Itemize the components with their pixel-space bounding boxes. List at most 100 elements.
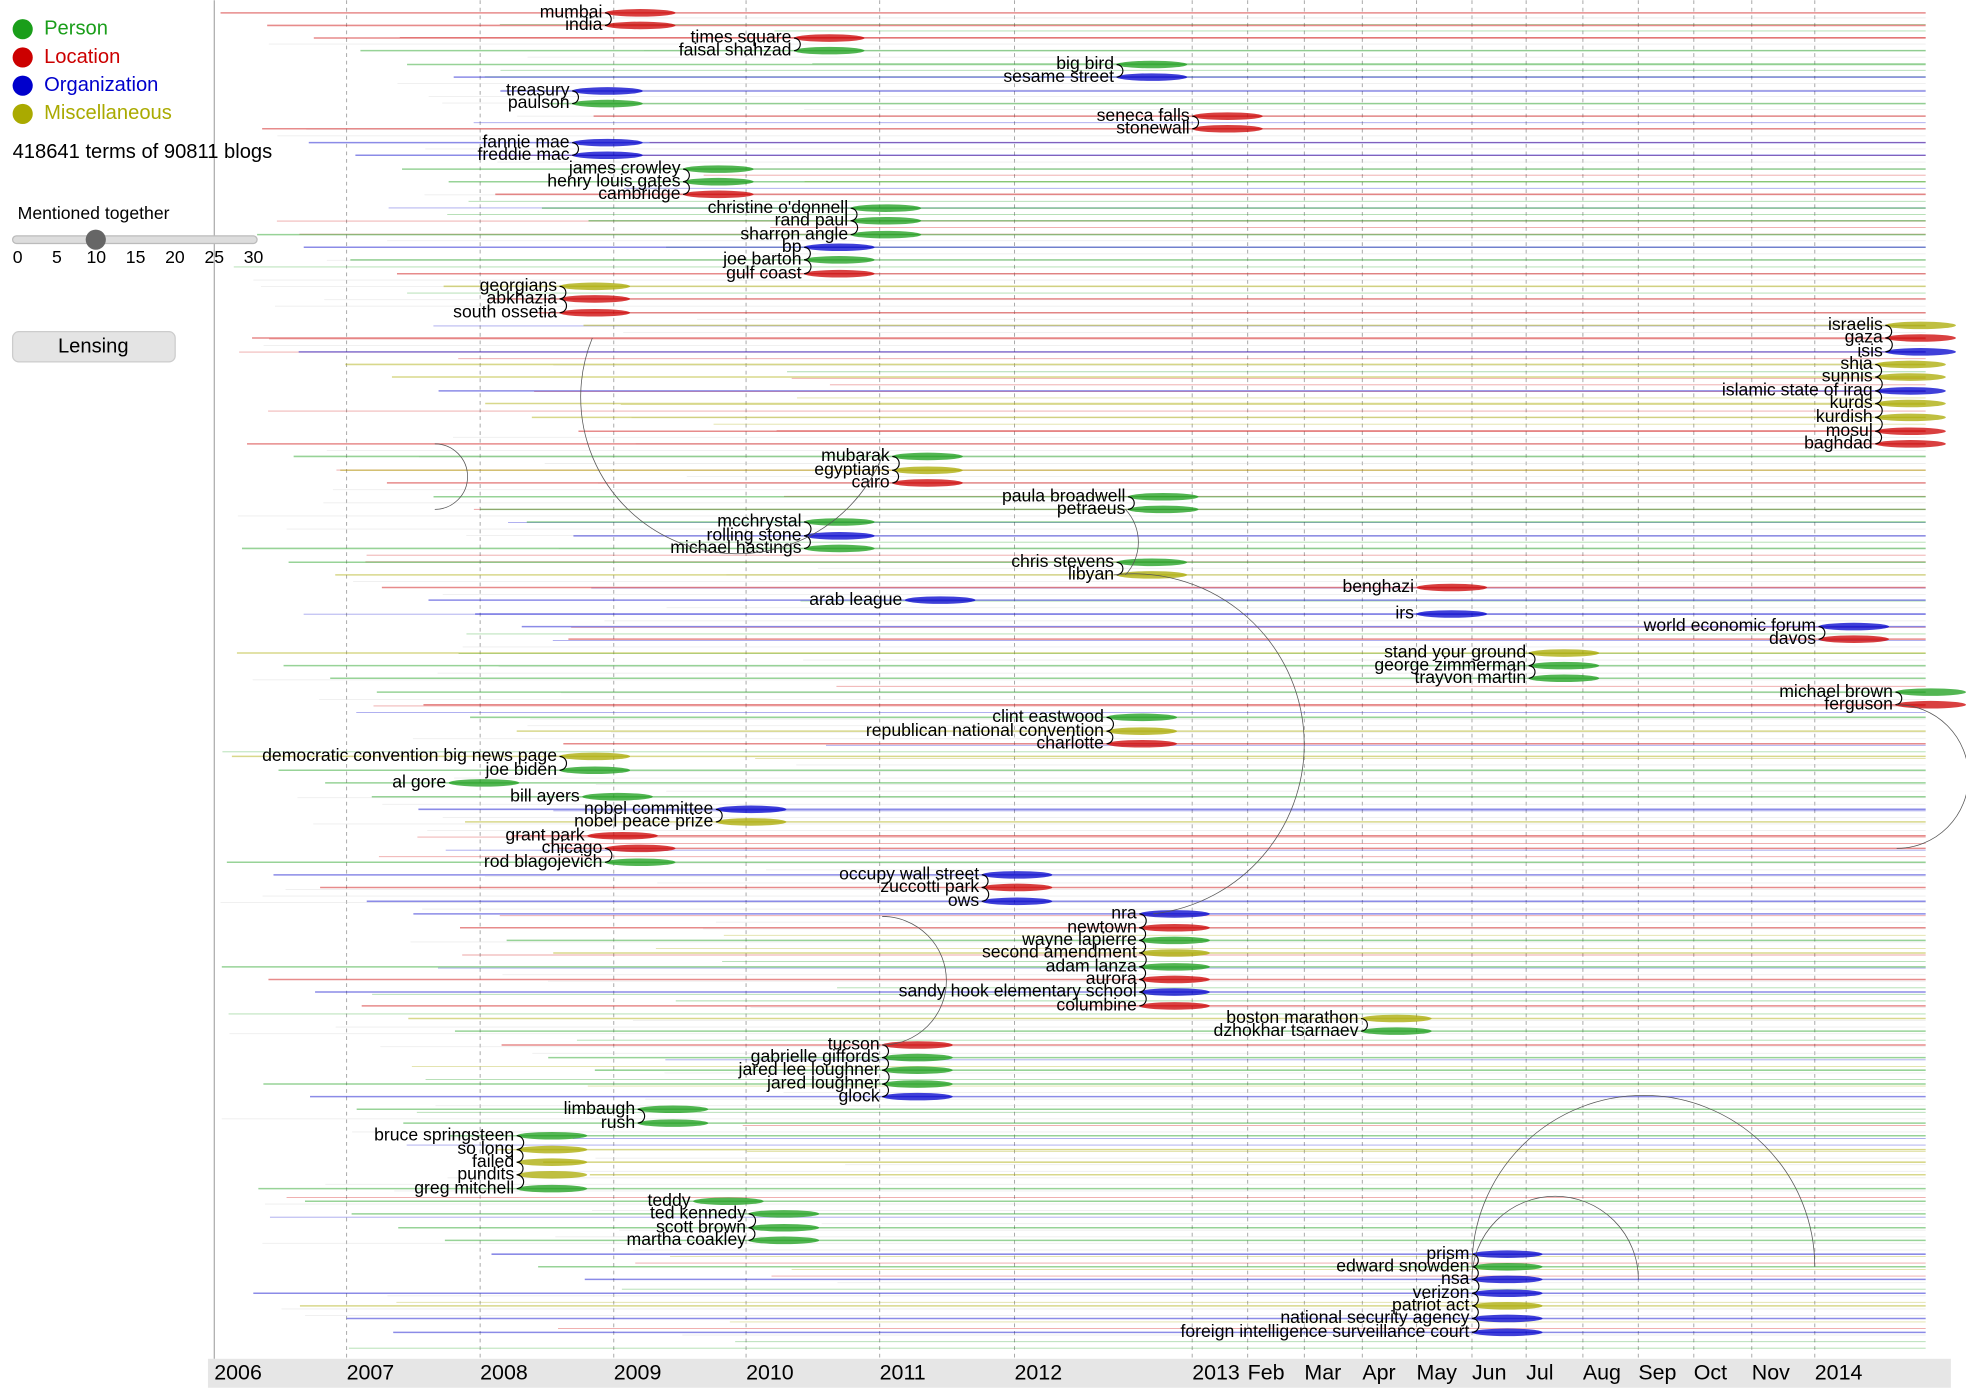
term-label[interactable]: teddy [647,1190,690,1210]
term-label[interactable]: sharron angle [740,223,848,243]
term-label[interactable]: times square [691,27,792,47]
term-label[interactable]: michael brown [1779,681,1893,701]
term-label[interactable]: benghazi [1342,576,1414,596]
term-label[interactable]: chris stevens [1011,551,1114,571]
slider-knob[interactable] [85,229,106,250]
term-label[interactable]: georgians [480,275,558,295]
term-label[interactable]: grant park [505,824,585,844]
term-label[interactable]: gaza [1845,327,1883,347]
slider-track[interactable] [11,235,258,245]
term-label[interactable]: newtown [1067,916,1137,936]
term-label[interactable]: jared lee loughner [738,1059,880,1079]
term-label[interactable]: republican national convention [866,720,1104,740]
term-label[interactable]: faisal shahzad [679,39,792,59]
term-label[interactable]: greg mitchell [414,1177,514,1197]
term-label[interactable]: failed [472,1151,514,1171]
term-label[interactable]: chicago [542,837,603,857]
term-label[interactable]: freddie mac [478,144,570,164]
term-label[interactable]: stand your ground [1384,642,1526,662]
term-label[interactable]: nobel committee [584,798,714,818]
term-label[interactable]: joe biden [484,759,557,779]
term-label[interactable]: rod blagojevich [484,851,603,871]
term-label[interactable]: sunnis [1822,366,1873,386]
term-label[interactable]: joe barton [722,248,801,268]
term-label[interactable]: james crowley [568,158,681,178]
term-label[interactable]: baghdad [1804,432,1873,452]
term-label[interactable]: stonewall [1116,117,1189,137]
term-label[interactable]: shia [1840,353,1873,373]
term-label[interactable]: clint eastwood [992,706,1104,726]
term-label[interactable]: israelis [1828,314,1883,334]
term-label[interactable]: ferguson [1824,693,1893,713]
term-label[interactable]: tucson [828,1034,880,1054]
term-label[interactable]: rand paul [775,209,849,229]
term-label[interactable]: ted kennedy [650,1203,746,1223]
term-label[interactable]: gabrielle giffords [751,1046,880,1066]
term-label[interactable]: national security agency [1280,1307,1469,1327]
term-label[interactable]: bp [782,236,802,256]
term-label[interactable]: libyan [1068,564,1114,584]
term-label[interactable]: glock [839,1085,880,1105]
term-label[interactable]: india [565,14,602,34]
term-label[interactable]: seneca falls [1097,105,1190,125]
term-label[interactable]: trayvon martin [1414,667,1526,687]
term-label[interactable]: bruce springsteen [374,1124,514,1144]
term-label[interactable]: limbaugh [564,1098,636,1118]
term-label[interactable]: wayne lapierre [1021,929,1137,949]
term-label[interactable]: occupy wall street [839,864,979,884]
term-label[interactable]: nobel peace prize [574,811,713,831]
term-label[interactable]: treasury [506,80,570,100]
term-label[interactable]: christine o'donnell [708,197,849,217]
term-label[interactable]: irs [1395,603,1414,623]
term-label[interactable]: michael hastings [670,537,801,557]
lensing-button[interactable] [11,331,176,363]
term-label[interactable]: boston marathon [1226,1007,1358,1027]
term-label[interactable]: kurds [1830,392,1873,412]
term-label[interactable]: pundits [457,1163,514,1183]
term-label[interactable]: foreign intelligence surveillance court [1180,1321,1469,1341]
term-label[interactable]: rush [601,1112,635,1132]
term-label[interactable]: fannie mae [482,131,569,151]
term-label[interactable]: patriot act [1392,1295,1469,1315]
term-label[interactable]: jared loughner [766,1073,880,1093]
term-label[interactable]: verizon [1413,1282,1470,1302]
term-label[interactable]: adam lanza [1046,956,1137,976]
term-label[interactable]: zuccotti park [880,876,979,896]
term-label[interactable]: edward snowden [1336,1255,1469,1275]
term-label[interactable]: abkhazia [486,288,557,308]
term-label[interactable]: martha coakley [627,1229,747,1249]
term-label[interactable]: columbine [1056,995,1137,1015]
term-label[interactable]: al gore [392,772,446,792]
term-label[interactable]: so long [457,1138,514,1158]
term-label[interactable]: prism [1426,1243,1469,1263]
term-label[interactable]: mosul [1826,420,1873,440]
term-label[interactable]: south ossetia [453,301,557,321]
button-label[interactable]: Lensing [58,336,129,358]
term-label[interactable]: nsa [1441,1268,1470,1288]
term-label[interactable]: mumbai [540,1,603,21]
term-label[interactable]: sandy hook elementary school [899,981,1137,1001]
term-label[interactable]: bill ayers [510,785,580,805]
term-label[interactable]: arab league [809,589,902,609]
term-label[interactable]: democratic convention big news page [262,745,557,765]
term-label[interactable]: isis [1857,340,1883,360]
term-label[interactable]: paulson [508,92,570,112]
term-label[interactable]: scott brown [656,1216,746,1236]
term-label[interactable]: kurdish [1816,406,1873,426]
term-label[interactable]: cambridge [598,183,680,203]
term-label[interactable]: dzhokhar tsarnaev [1214,1020,1359,1040]
term-label[interactable]: petraeus [1057,498,1126,518]
term-label[interactable]: paula broadwell [1002,485,1125,505]
term-label[interactable]: egyptians [814,459,890,479]
term-label[interactable]: sesame street [1003,66,1114,86]
term-label[interactable]: aurora [1086,968,1137,988]
term-label[interactable]: ows [948,890,980,910]
term-label[interactable]: charlotte [1036,732,1104,752]
term-label[interactable]: big bird [1056,53,1114,73]
term-label[interactable]: second amendment [982,942,1137,962]
term-label[interactable]: george zimmerman [1374,654,1526,674]
term-label[interactable]: mubarak [821,445,890,465]
term-label[interactable]: henry louis gates [547,170,680,190]
term-label[interactable]: islamic state of iraq [1722,380,1873,400]
term-label[interactable]: world economic forum [1643,615,1816,635]
